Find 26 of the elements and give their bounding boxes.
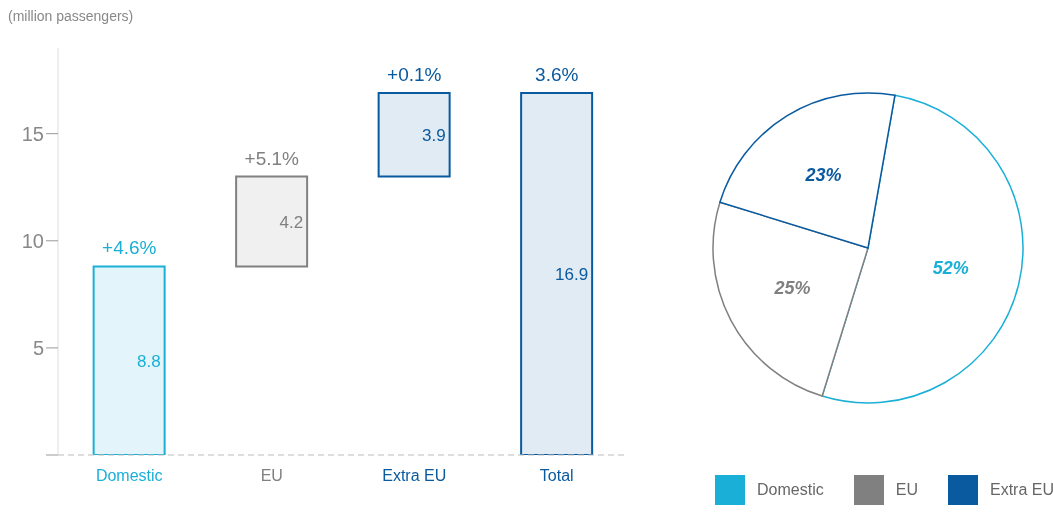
y-tick-label: 10 [21, 229, 44, 252]
data-label: 3.9 [421, 125, 446, 145]
x-tick-label: Extra EU [382, 467, 447, 484]
bar [92, 265, 166, 455]
legend-label: EU [895, 481, 918, 499]
y-tick-label: 15 [21, 122, 44, 145]
data-label: 16.9 [555, 264, 589, 284]
data-label: 4.2 [279, 212, 304, 232]
data-label: 23% [804, 165, 842, 186]
legend-label: Domestic [757, 481, 824, 499]
x-tick-label: Total [539, 467, 574, 484]
y-axis-title: (million passengers) [8, 8, 134, 24]
data-label: 25% [773, 277, 811, 298]
annotation: 3.6% [535, 63, 579, 85]
legend-label: Extra EU [989, 481, 1053, 499]
annotation: +4.6% [102, 237, 157, 259]
bar [520, 91, 594, 455]
bar [235, 175, 309, 268]
annotation: +5.1% [244, 147, 300, 169]
x-tick-label: EU [260, 467, 283, 484]
data-label: 52% [932, 258, 969, 279]
data-label: 8.8 [136, 351, 161, 371]
x-tick-label: Domestic [95, 467, 163, 484]
bar [377, 91, 451, 178]
annotation: +0.1% [387, 63, 442, 85]
y-tick-label: 5 [32, 336, 44, 359]
